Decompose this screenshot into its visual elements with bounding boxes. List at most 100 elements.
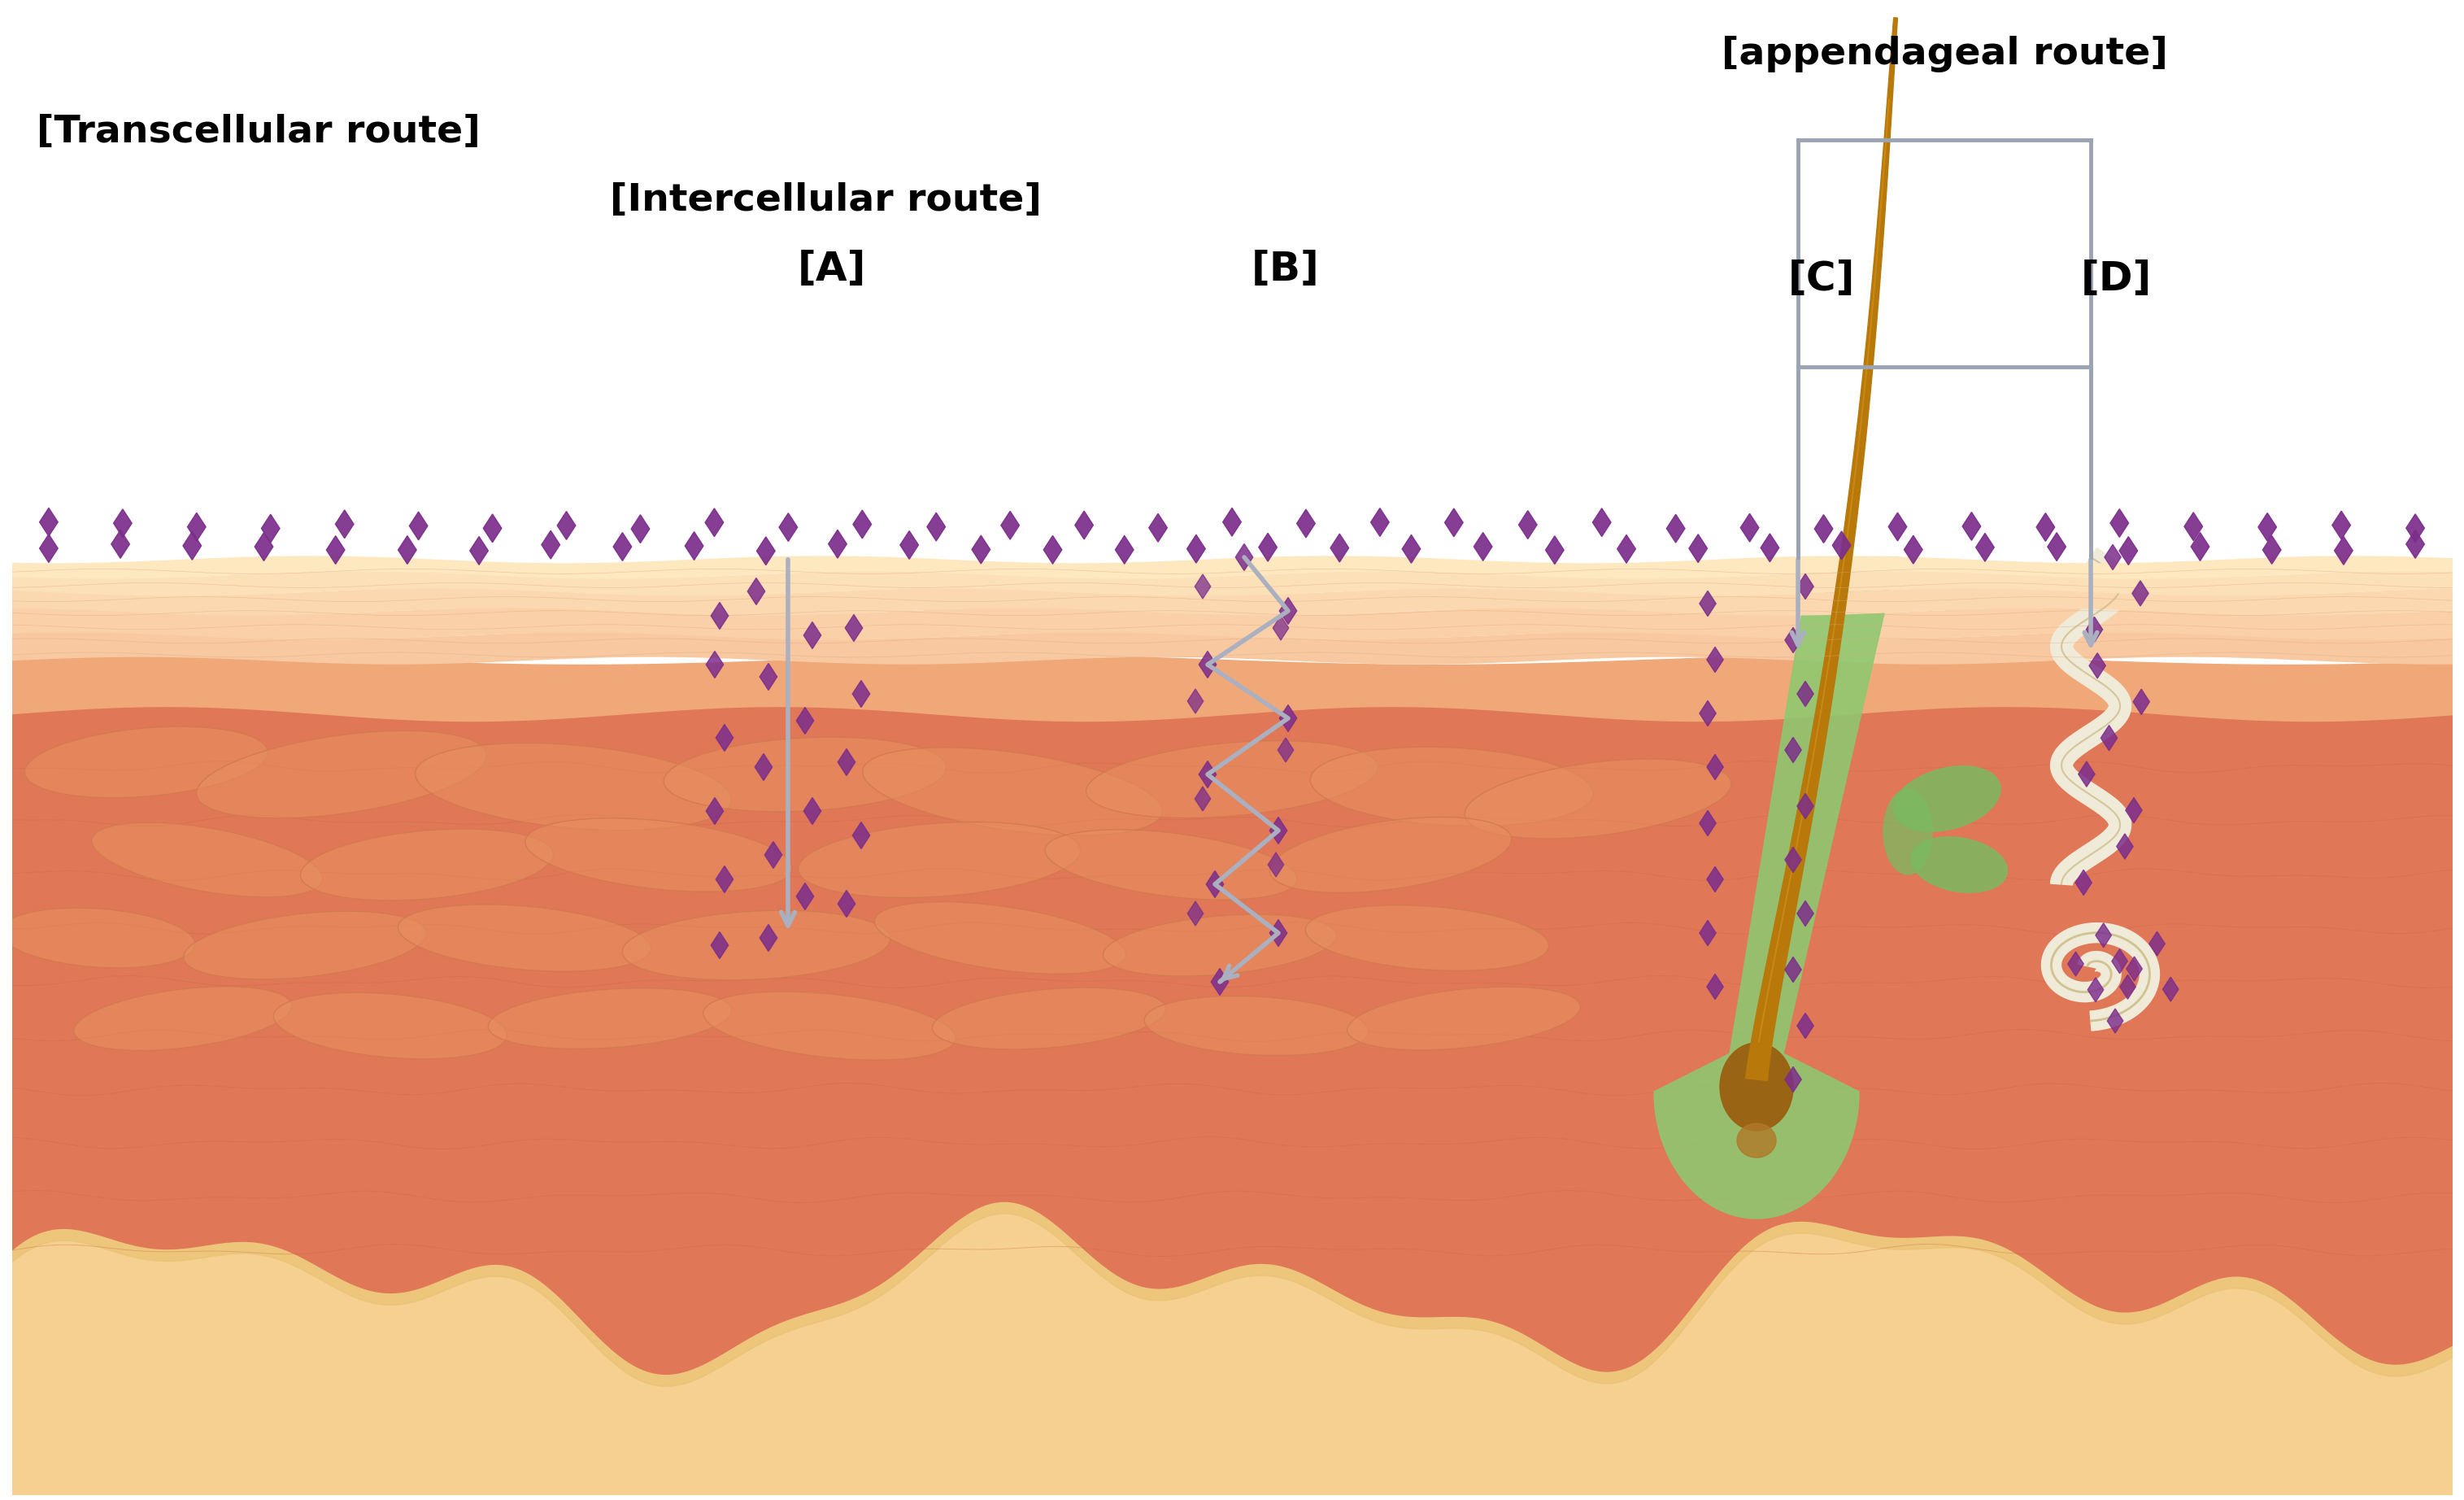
Polygon shape bbox=[2117, 834, 2134, 859]
Polygon shape bbox=[1592, 509, 1611, 537]
Ellipse shape bbox=[182, 910, 426, 980]
Polygon shape bbox=[1796, 574, 1814, 599]
Polygon shape bbox=[1708, 646, 1722, 672]
Ellipse shape bbox=[798, 822, 1079, 897]
Text: [Intercellular route]: [Intercellular route] bbox=[611, 183, 1042, 219]
Polygon shape bbox=[705, 509, 724, 537]
Polygon shape bbox=[1666, 514, 1685, 543]
Ellipse shape bbox=[1892, 766, 2001, 831]
Ellipse shape bbox=[931, 987, 1165, 1050]
Polygon shape bbox=[1784, 957, 1801, 982]
Polygon shape bbox=[2163, 976, 2178, 1002]
Ellipse shape bbox=[1737, 1124, 1777, 1158]
Polygon shape bbox=[2405, 530, 2425, 558]
Polygon shape bbox=[971, 536, 991, 564]
Ellipse shape bbox=[0, 907, 195, 967]
Ellipse shape bbox=[702, 992, 956, 1060]
Polygon shape bbox=[1796, 681, 1814, 706]
Polygon shape bbox=[2109, 509, 2129, 537]
Ellipse shape bbox=[1306, 904, 1550, 970]
Polygon shape bbox=[2257, 513, 2277, 542]
Polygon shape bbox=[2087, 978, 2104, 1002]
Polygon shape bbox=[2190, 532, 2210, 561]
Polygon shape bbox=[759, 924, 776, 951]
Polygon shape bbox=[1976, 532, 1993, 561]
Polygon shape bbox=[1708, 867, 1722, 892]
Polygon shape bbox=[1370, 509, 1390, 537]
Ellipse shape bbox=[274, 993, 508, 1059]
Polygon shape bbox=[1905, 536, 1922, 564]
Polygon shape bbox=[2126, 798, 2141, 824]
Polygon shape bbox=[2077, 762, 2094, 788]
Polygon shape bbox=[685, 532, 702, 560]
Polygon shape bbox=[1700, 921, 1715, 945]
Polygon shape bbox=[1269, 818, 1286, 844]
Polygon shape bbox=[1269, 852, 1284, 877]
Ellipse shape bbox=[1087, 741, 1377, 818]
Polygon shape bbox=[2094, 922, 2112, 948]
Polygon shape bbox=[1833, 531, 1850, 560]
Ellipse shape bbox=[875, 901, 1126, 974]
Ellipse shape bbox=[399, 904, 650, 972]
Ellipse shape bbox=[1143, 996, 1368, 1056]
Polygon shape bbox=[2089, 652, 2107, 678]
Polygon shape bbox=[335, 510, 355, 538]
Polygon shape bbox=[838, 891, 855, 916]
Ellipse shape bbox=[1269, 818, 1510, 892]
Polygon shape bbox=[1796, 1012, 1814, 1038]
Polygon shape bbox=[1279, 738, 1294, 762]
Polygon shape bbox=[2149, 932, 2166, 956]
Polygon shape bbox=[2112, 949, 2126, 974]
Ellipse shape bbox=[301, 830, 554, 900]
Polygon shape bbox=[707, 798, 724, 825]
Polygon shape bbox=[1207, 872, 1225, 897]
Polygon shape bbox=[712, 932, 729, 958]
Polygon shape bbox=[1745, 18, 1897, 1080]
Polygon shape bbox=[1269, 920, 1286, 946]
Polygon shape bbox=[1700, 591, 1715, 616]
Polygon shape bbox=[2331, 512, 2351, 540]
Polygon shape bbox=[1444, 509, 1464, 537]
Polygon shape bbox=[1688, 534, 1708, 562]
Polygon shape bbox=[838, 748, 855, 776]
Polygon shape bbox=[1331, 534, 1348, 562]
Polygon shape bbox=[899, 531, 919, 560]
Polygon shape bbox=[1296, 510, 1316, 537]
Polygon shape bbox=[1887, 513, 1907, 542]
Polygon shape bbox=[39, 534, 59, 562]
Polygon shape bbox=[1784, 1066, 1801, 1092]
Polygon shape bbox=[1762, 534, 1779, 562]
Polygon shape bbox=[2102, 726, 2117, 750]
Polygon shape bbox=[717, 865, 734, 892]
Polygon shape bbox=[803, 798, 821, 825]
Polygon shape bbox=[853, 681, 870, 708]
Ellipse shape bbox=[25, 726, 269, 798]
Polygon shape bbox=[1000, 512, 1020, 540]
Polygon shape bbox=[1708, 974, 1722, 999]
Ellipse shape bbox=[623, 910, 890, 980]
Ellipse shape bbox=[525, 818, 791, 891]
Polygon shape bbox=[1784, 627, 1801, 652]
Ellipse shape bbox=[1882, 789, 1932, 874]
Polygon shape bbox=[707, 651, 724, 678]
Polygon shape bbox=[759, 663, 776, 690]
Text: [D]: [D] bbox=[2082, 260, 2151, 298]
Polygon shape bbox=[1653, 556, 1897, 1218]
Polygon shape bbox=[1279, 597, 1296, 624]
Polygon shape bbox=[2119, 537, 2139, 566]
Polygon shape bbox=[2183, 513, 2203, 540]
Polygon shape bbox=[2067, 951, 2085, 976]
Polygon shape bbox=[1195, 574, 1210, 599]
Polygon shape bbox=[2119, 975, 2136, 999]
Polygon shape bbox=[1259, 532, 1276, 561]
Ellipse shape bbox=[488, 989, 732, 1048]
Polygon shape bbox=[1700, 700, 1715, 726]
Polygon shape bbox=[1188, 901, 1202, 926]
Polygon shape bbox=[471, 537, 488, 566]
Polygon shape bbox=[614, 532, 631, 561]
Polygon shape bbox=[254, 532, 274, 561]
Polygon shape bbox=[182, 531, 202, 560]
Polygon shape bbox=[1222, 509, 1242, 536]
Polygon shape bbox=[853, 822, 870, 849]
Ellipse shape bbox=[1464, 759, 1732, 838]
